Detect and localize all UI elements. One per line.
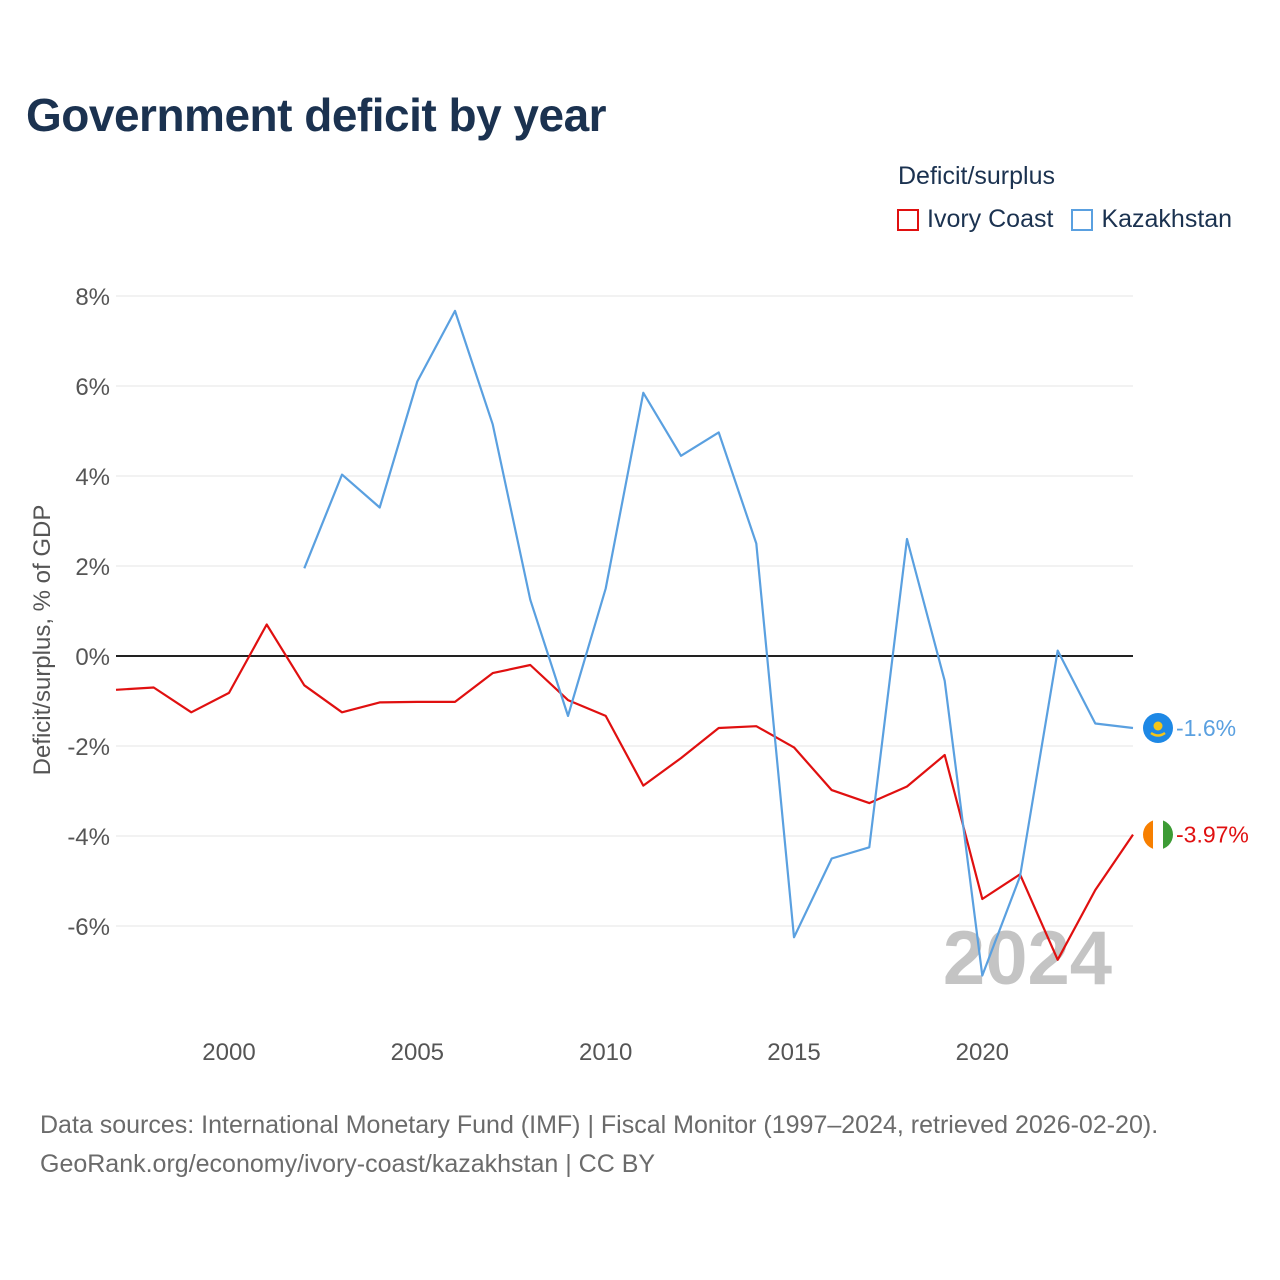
- y-tick-label: 6%: [75, 374, 110, 401]
- x-tick-label: 2005: [391, 1039, 444, 1066]
- series-line-kazakhstan: [303, 309, 1134, 977]
- source-line-2[interactable]: GeoRank.org/economy/ivory-coast/kazakhst…: [40, 1150, 656, 1178]
- end-label-ivory-coast: -3.97%: [1176, 822, 1249, 848]
- ivory-coast-flag-icon: [1143, 819, 1173, 850]
- y-tick-label: -2%: [67, 734, 110, 761]
- kazakhstan-eagle-icon: [1150, 731, 1166, 737]
- x-tick-label: 2015: [767, 1039, 820, 1066]
- x-tick-label: 2000: [202, 1039, 255, 1066]
- x-tick-label: 2010: [579, 1039, 632, 1066]
- source-line-1: Data sources: International Monetary Fun…: [40, 1111, 1159, 1139]
- chart-title: Government deficit by year: [26, 89, 607, 141]
- legend-title: Deficit/surplus: [898, 162, 1055, 190]
- legend-label-ivory-coast: Ivory Coast: [927, 205, 1054, 233]
- y-tick-label: 2%: [75, 554, 110, 581]
- legend-label-kazakhstan: Kazakhstan: [1101, 205, 1233, 233]
- series-line-ivory-coast: [115, 623, 1134, 961]
- legend: Ivory Coast Kazakhstan: [897, 205, 1232, 234]
- y-axis-label: Deficit/surplus, % of GDP: [29, 505, 56, 776]
- y-tick-label: 0%: [75, 644, 110, 671]
- year-watermark: 2024: [943, 916, 1112, 1001]
- legend-item-kazakhstan[interactable]: Kazakhstan: [1071, 205, 1232, 234]
- y-tick-label: 8%: [75, 284, 110, 311]
- legend-swatch-kazakhstan: [1071, 208, 1094, 231]
- end-label-kazakhstan: -1.6%: [1176, 715, 1236, 741]
- y-tick-label: 4%: [75, 464, 110, 491]
- kazakhstan-sun-icon: [1153, 721, 1163, 731]
- legend-item-ivory-coast[interactable]: Ivory Coast: [897, 205, 1053, 234]
- x-tick-label: 2020: [956, 1039, 1009, 1066]
- source-note: Data sources: International Monetary Fun…: [40, 1106, 1158, 1184]
- legend-swatch-ivory-coast: [897, 208, 919, 231]
- y-tick-label: -4%: [67, 824, 110, 851]
- y-tick-label: -6%: [67, 914, 110, 941]
